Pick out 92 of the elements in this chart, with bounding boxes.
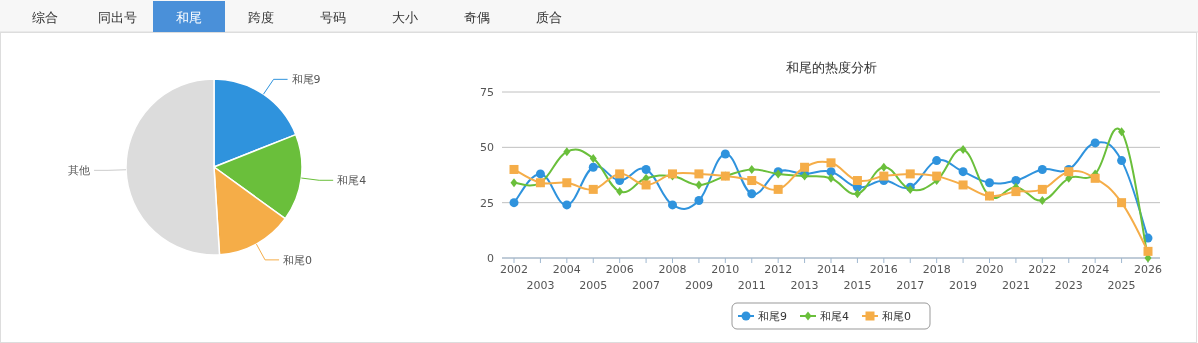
x-tick-label: 2022 [1028,263,1057,276]
point [1090,173,1100,183]
slice-label: 其他 [68,164,91,178]
point [1090,138,1100,148]
point [694,195,704,205]
chart-title: 和尾的热度分析 [785,60,877,75]
x-tick-label: 2016 [869,263,898,276]
x-tick-label: 2009 [684,279,713,292]
point [800,162,810,172]
slice-label: 和尾0 [283,253,313,267]
point [668,200,677,210]
x-tick-label: 2003 [526,279,555,292]
y-tick-label: 50 [480,141,494,155]
x-tick-label: 2012 [764,263,793,276]
text: 跨度 [248,10,274,25]
x-tick-label: 2021 [1001,279,1030,292]
point [747,176,757,186]
point [880,162,888,172]
point [588,162,598,172]
x-tick-label: 2025 [1107,279,1136,292]
text: 同出号 [97,10,137,25]
point [747,189,757,199]
legend-label: 和尾4 [820,310,849,323]
point [694,169,704,179]
x-tick-label: 2014 [817,263,845,276]
point [510,178,518,188]
point [616,187,624,197]
slice-label: 和尾9 [291,73,321,87]
point [1011,187,1021,197]
point [958,167,968,177]
point [1037,184,1047,194]
point [1143,246,1153,256]
point [1037,164,1047,174]
point [615,169,625,179]
point [985,178,994,188]
text: 质合 [536,10,562,25]
x-tick-label: 2013 [790,279,819,292]
y-tick-label: 0 [487,252,494,265]
point [958,180,968,190]
legend-label: 和尾0 [882,310,911,323]
point [509,198,519,208]
text: 综合 [32,10,58,25]
x-tick-label: 2011 [737,279,766,292]
point [535,169,545,179]
point [826,158,836,168]
x-tick-label: 2005 [579,279,608,292]
point [720,149,730,159]
x-tick-label: 2026 [1134,263,1162,276]
point [853,189,861,199]
x-tick-label: 2010 [711,263,740,276]
text: 奇偶 [464,10,490,25]
x-tick-label: 2020 [975,263,1004,276]
point [1117,198,1127,208]
point [695,180,703,190]
x-tick-label: 2006 [605,263,634,276]
point [932,171,942,181]
point [748,164,756,174]
point [589,153,597,163]
x-tick-label: 2007 [632,279,661,292]
point [1117,156,1127,166]
y-tick-label: 25 [480,196,494,210]
y-tick-label: 75 [480,86,494,99]
point [562,178,572,188]
x-tick-label: 2017 [896,279,925,292]
text: 和尾 [176,10,202,25]
x-tick-label: 2015 [843,279,872,292]
x-tick-label: 2023 [1054,279,1083,292]
point [879,171,889,181]
text: 号码 [320,10,346,25]
x-tick-label: 2024 [1081,263,1110,276]
point [588,184,598,194]
point [562,200,572,210]
x-tick-label: 2019 [949,279,978,292]
point [827,173,835,183]
slice-label: 和尾4 [337,174,367,188]
point [1038,195,1046,205]
point [509,164,519,174]
point [563,147,571,157]
x-tick-label: 2002 [500,263,528,276]
x-tick-label: 2018 [922,263,951,276]
point [641,180,651,190]
point [932,156,942,166]
point [641,164,651,174]
point [1118,127,1126,137]
x-tick-label: 2008 [658,263,687,276]
point [905,169,915,179]
x-tick-label: 2004 [552,263,581,276]
text: 大小 [392,10,418,25]
legend-label: 和尾9 [758,310,787,323]
point [773,184,783,194]
point [852,176,862,186]
point [959,145,967,155]
